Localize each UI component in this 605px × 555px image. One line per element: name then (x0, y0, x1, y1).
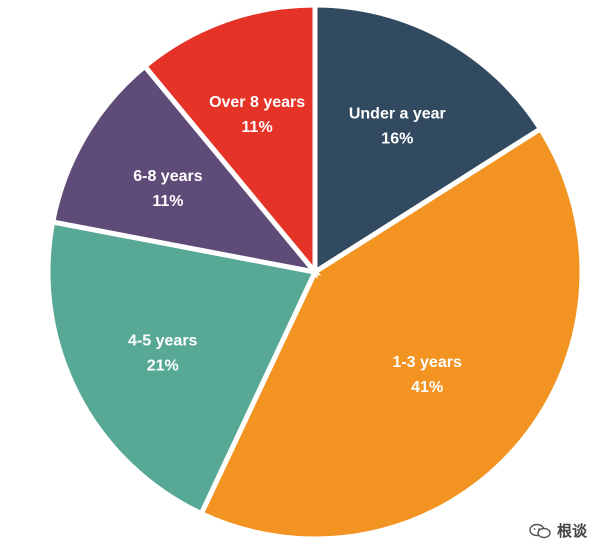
slice-4-5-years (45, 219, 319, 517)
pie-slices (45, 2, 585, 542)
slice-label-1-3-years: 1-3 years (392, 354, 461, 371)
wechat-icon (529, 523, 551, 538)
pie-labels: Under a year 16% 1-3 years 41% 4-5 years 21% 6… (128, 94, 462, 396)
slice-value-6-8-years: 11% (152, 193, 183, 210)
slice-6-8-years (49, 62, 322, 276)
slice-label-6-8-years: 6-8 years (133, 168, 202, 185)
watermark-text: 根谈 (556, 523, 587, 540)
slice-label-4-5-years: 4-5 years (128, 333, 197, 350)
slice-value-over-8-years: 11% (242, 119, 273, 136)
slice-over-8-years (141, 2, 318, 279)
slice-under-a-year (312, 2, 544, 277)
slice-value-under-a-year: 16% (381, 130, 413, 147)
slice-1-3-years (197, 125, 585, 542)
slice-value-4-5-years: 21% (147, 358, 179, 375)
slice-value-1-3-years: 41% (411, 379, 443, 396)
watermark: 根谈 (529, 520, 587, 541)
slice-label-over-8-years: Over 8 years (209, 94, 305, 111)
slice-label-under-a-year: Under a year (349, 105, 446, 122)
